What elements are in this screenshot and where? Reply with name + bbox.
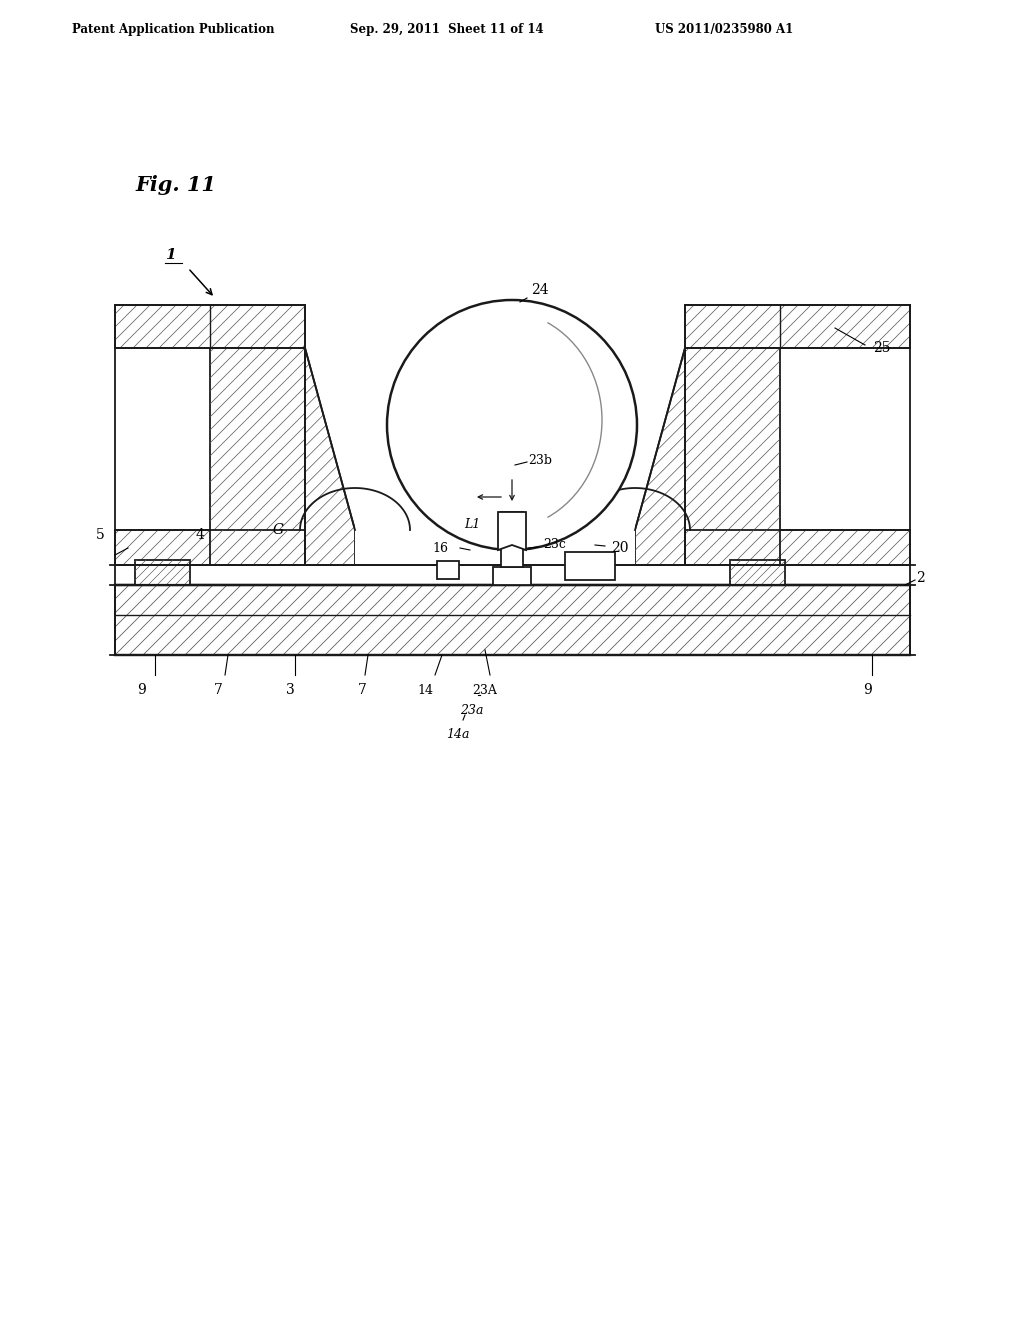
Text: Fig. 11: Fig. 11 xyxy=(135,176,216,195)
Bar xyxy=(135,560,190,585)
Text: 7: 7 xyxy=(357,682,367,697)
Text: 5: 5 xyxy=(96,528,105,543)
Bar xyxy=(685,348,780,565)
Text: 25: 25 xyxy=(873,341,891,355)
Text: US 2011/0235980 A1: US 2011/0235980 A1 xyxy=(655,24,794,37)
Text: Patent Application Publication: Patent Application Publication xyxy=(72,24,274,37)
Polygon shape xyxy=(498,512,526,550)
Bar xyxy=(355,305,635,565)
Bar xyxy=(730,560,785,585)
Bar xyxy=(437,561,459,579)
Bar xyxy=(115,585,910,655)
Text: G: G xyxy=(272,523,284,537)
Polygon shape xyxy=(635,348,685,565)
Bar xyxy=(685,531,910,565)
Polygon shape xyxy=(305,348,355,565)
Text: 4: 4 xyxy=(196,528,205,543)
Text: 9: 9 xyxy=(863,682,872,697)
Text: 14: 14 xyxy=(417,684,433,697)
Bar xyxy=(115,531,305,565)
Bar xyxy=(565,552,615,579)
Bar xyxy=(493,568,531,585)
Text: 7: 7 xyxy=(214,682,222,697)
Text: 23c: 23c xyxy=(544,539,566,552)
Circle shape xyxy=(387,300,637,550)
Text: 20: 20 xyxy=(611,541,629,554)
Text: 1: 1 xyxy=(165,248,176,261)
Bar xyxy=(685,305,910,348)
Bar xyxy=(210,348,305,565)
Text: Sep. 29, 2011  Sheet 11 of 14: Sep. 29, 2011 Sheet 11 of 14 xyxy=(350,24,544,37)
Text: 23A: 23A xyxy=(472,684,498,697)
Bar xyxy=(115,305,305,348)
Text: 3: 3 xyxy=(286,682,294,697)
Text: 23b: 23b xyxy=(528,454,552,466)
Text: 24: 24 xyxy=(531,282,549,297)
Text: 16: 16 xyxy=(432,541,449,554)
Text: 2: 2 xyxy=(915,572,925,585)
Text: 9: 9 xyxy=(137,682,146,697)
Text: 23a: 23a xyxy=(460,704,483,717)
Text: L1: L1 xyxy=(464,519,480,532)
Text: 14a: 14a xyxy=(446,729,470,742)
Bar xyxy=(501,512,523,568)
